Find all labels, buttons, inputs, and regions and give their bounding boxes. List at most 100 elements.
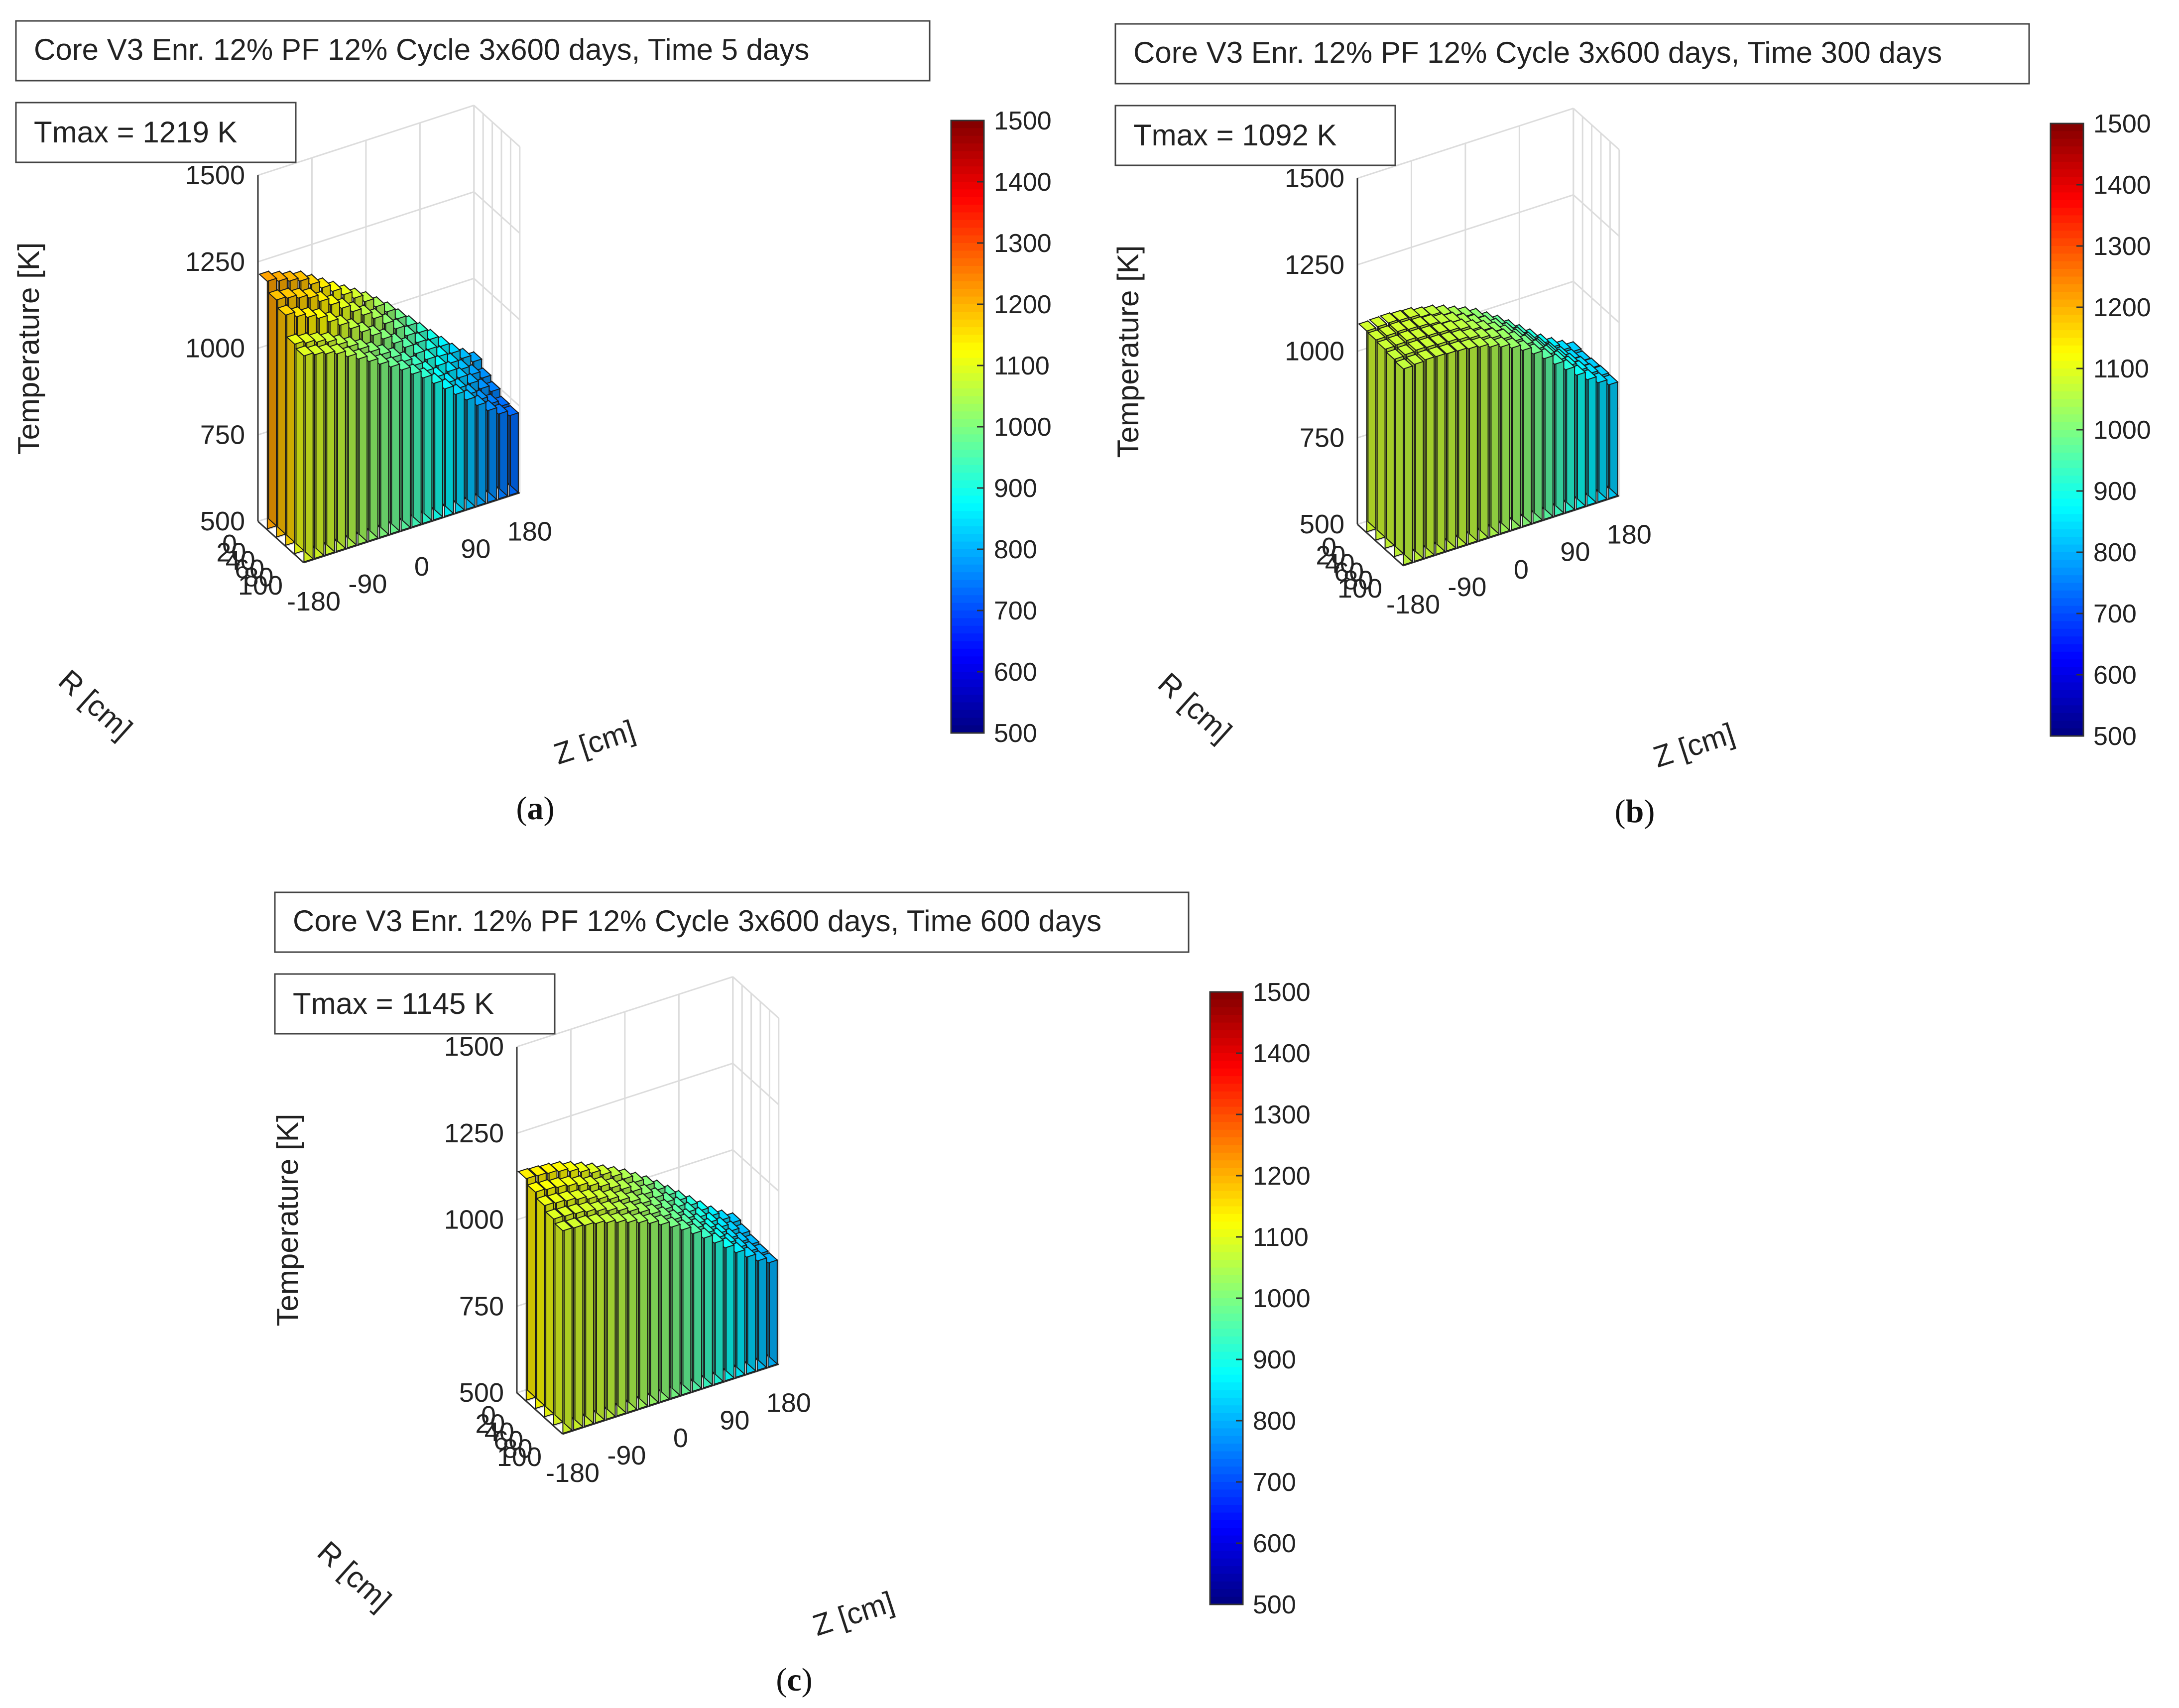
colorbar-tick-label: 500 — [1253, 1590, 1296, 1619]
colorbar-segment — [951, 197, 984, 206]
colorbar-segment — [1210, 1551, 1243, 1559]
temperature-axis-label: Temperature [K] — [12, 243, 45, 455]
z-axis-label: Z [cm] — [550, 714, 639, 771]
temperature-tick-label: 500 — [1300, 509, 1344, 539]
r-tick-label: 80 — [1343, 565, 1373, 595]
bar-side-face — [1386, 338, 1395, 547]
colorbar-segment — [1210, 1436, 1243, 1445]
colorbar-segment — [2051, 299, 2083, 308]
grid-line — [1573, 194, 1620, 237]
bar-side-face — [758, 1249, 767, 1369]
colorbar-segment — [951, 679, 984, 688]
bar-side-face — [693, 1222, 702, 1390]
colorbar-segment — [951, 641, 984, 649]
colorbar-segment — [951, 580, 984, 588]
r-tick-label: 0 — [481, 1401, 496, 1431]
colorbar-segment — [1210, 1176, 1243, 1184]
colorbar-segment — [2051, 460, 2083, 469]
bar-top-face — [526, 1181, 546, 1193]
bar-side-face — [434, 372, 443, 518]
chart-title: Core V3 Enr. 12% PF 12% Cycle 3x600 days… — [34, 33, 809, 66]
bar — [565, 1217, 584, 1431]
bar — [1513, 339, 1533, 527]
bar-top-face — [537, 1179, 557, 1191]
colorbar-segment — [2051, 131, 2083, 139]
colorbar-segment — [1210, 1099, 1243, 1107]
z-tick-label: 0 — [414, 552, 429, 582]
colorbar-segment — [1210, 1497, 1243, 1506]
colorbar-segment — [951, 656, 984, 665]
colorbar-segment — [2051, 430, 2083, 438]
colorbar-segment — [2051, 185, 2083, 193]
bar-top-face — [1419, 325, 1439, 337]
bar-side-face — [304, 345, 314, 560]
tmax-annotation: Tmax = 1092 K — [1133, 119, 1337, 152]
bar — [1358, 320, 1377, 533]
colorbar-segment — [951, 465, 984, 474]
bar — [414, 366, 433, 524]
bar-side-face — [747, 1246, 756, 1372]
colorbar-segment — [2051, 376, 2083, 384]
colorbar-segment — [1210, 1344, 1243, 1352]
z-tick-label: -180 — [546, 1458, 600, 1488]
colorbar-tick-label: 700 — [994, 597, 1037, 625]
bar — [554, 1220, 573, 1434]
bar — [267, 288, 287, 538]
colorbar-segment — [1210, 1351, 1243, 1360]
bar-top-face — [1390, 310, 1410, 321]
colorbar-segment — [2051, 177, 2083, 185]
bar-side-face — [315, 344, 325, 557]
temperature-tick-label: 1500 — [444, 1032, 504, 1062]
bar-side-face — [268, 270, 277, 527]
z-tick-label: 0 — [673, 1423, 688, 1453]
grid-line — [732, 1149, 779, 1192]
colorbar-segment — [951, 618, 984, 626]
bar — [392, 359, 411, 531]
colorbar-segment — [1210, 992, 1243, 1000]
bar — [586, 1213, 605, 1424]
colorbar-segment — [2051, 659, 2083, 668]
z-tick-label: 90 — [1560, 537, 1590, 567]
colorbar-segment — [1210, 1168, 1243, 1176]
colorbar-segment — [951, 664, 984, 672]
grid-line — [732, 1063, 779, 1105]
r-tick-label: 20 — [1316, 541, 1345, 571]
bar-side-face — [1523, 339, 1532, 525]
colorbar-segment — [2051, 383, 2083, 392]
bar — [424, 372, 444, 521]
colorbar-segment — [1210, 1566, 1243, 1575]
bar — [370, 353, 390, 538]
temperature-tick-label: 500 — [459, 1378, 504, 1408]
colorbar-segment — [1210, 1145, 1243, 1153]
colorbar-segment — [2051, 552, 2083, 561]
bar-top-face — [1410, 316, 1430, 328]
temperature-tick-label: 1500 — [185, 160, 245, 190]
colorbar-segment — [2051, 322, 2083, 331]
colorbar-segment — [951, 610, 984, 619]
colorbar-segment — [951, 480, 984, 488]
colorbar-tick-label: 1200 — [994, 290, 1052, 319]
colorbar-segment — [1210, 1045, 1243, 1054]
bar — [716, 1236, 735, 1382]
colorbar-segment — [951, 174, 984, 182]
bar-side-face — [628, 1211, 637, 1411]
bar-top-face — [555, 1206, 575, 1217]
colorbar-segment — [2051, 613, 2083, 622]
colorbar-tick-label: 900 — [994, 474, 1037, 503]
colorbar-segment — [951, 511, 984, 519]
chart-title-box — [274, 891, 1190, 953]
colorbar-segment — [951, 526, 984, 535]
colorbar-segment — [1210, 1589, 1243, 1597]
bar-side-face — [326, 343, 336, 553]
colorbar-segment — [1210, 1405, 1243, 1414]
colorbar-segment — [1210, 1030, 1243, 1039]
bar-top-face — [286, 333, 305, 345]
colorbar-tick-label: 1000 — [2093, 416, 2151, 445]
temperature-tick-label: 750 — [1300, 423, 1344, 453]
r-axis-label: R [cm] — [311, 1535, 398, 1617]
bar-side-face — [445, 377, 454, 515]
bar — [500, 404, 519, 496]
bar-top-face — [295, 345, 314, 357]
colorbar-segment — [951, 212, 984, 221]
